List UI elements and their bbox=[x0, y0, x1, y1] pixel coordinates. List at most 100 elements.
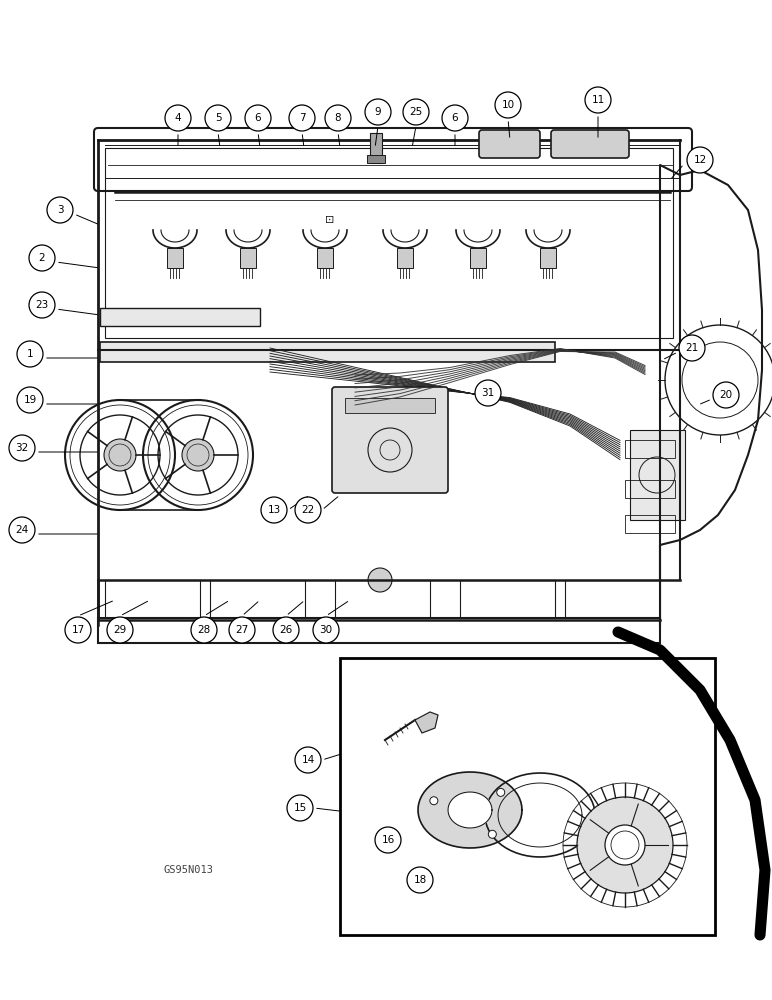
Circle shape bbox=[287, 795, 313, 821]
Circle shape bbox=[104, 439, 136, 471]
Text: 17: 17 bbox=[71, 625, 85, 635]
Text: 6: 6 bbox=[255, 113, 261, 123]
Text: 11: 11 bbox=[591, 95, 604, 105]
Circle shape bbox=[430, 797, 438, 805]
Text: 7: 7 bbox=[299, 113, 305, 123]
Text: 24: 24 bbox=[15, 525, 29, 535]
Circle shape bbox=[495, 92, 521, 118]
Text: 22: 22 bbox=[301, 505, 315, 515]
Circle shape bbox=[29, 245, 55, 271]
Text: 20: 20 bbox=[720, 390, 733, 400]
Text: 18: 18 bbox=[413, 875, 427, 885]
Circle shape bbox=[29, 292, 55, 318]
Circle shape bbox=[289, 105, 315, 131]
Circle shape bbox=[17, 341, 43, 367]
Text: 16: 16 bbox=[381, 835, 394, 845]
Circle shape bbox=[679, 335, 705, 361]
Bar bbox=[100, 308, 260, 326]
Circle shape bbox=[245, 105, 271, 131]
Circle shape bbox=[442, 105, 468, 131]
Circle shape bbox=[9, 517, 35, 543]
Bar bbox=[460, 580, 555, 618]
Bar bbox=[345, 398, 435, 413]
Circle shape bbox=[489, 830, 496, 838]
Bar bbox=[625, 480, 675, 498]
Text: 8: 8 bbox=[335, 113, 341, 123]
Bar bbox=[340, 658, 715, 935]
Polygon shape bbox=[418, 772, 522, 848]
Text: 6: 6 bbox=[452, 113, 459, 123]
Text: 25: 25 bbox=[409, 107, 422, 117]
Bar bbox=[625, 440, 675, 458]
Bar bbox=[335, 580, 430, 618]
Circle shape bbox=[375, 827, 401, 853]
Bar bbox=[210, 580, 305, 618]
Circle shape bbox=[9, 435, 35, 461]
Circle shape bbox=[65, 617, 91, 643]
Bar bbox=[470, 248, 486, 268]
Polygon shape bbox=[415, 712, 438, 733]
FancyBboxPatch shape bbox=[332, 387, 448, 493]
FancyBboxPatch shape bbox=[479, 130, 540, 158]
Text: 15: 15 bbox=[293, 803, 306, 813]
Circle shape bbox=[229, 617, 255, 643]
Bar bbox=[630, 430, 685, 520]
Text: 21: 21 bbox=[686, 343, 699, 353]
Text: 32: 32 bbox=[15, 443, 29, 453]
Circle shape bbox=[403, 99, 429, 125]
FancyBboxPatch shape bbox=[551, 130, 629, 158]
Bar bbox=[540, 248, 556, 268]
Circle shape bbox=[191, 617, 217, 643]
Circle shape bbox=[313, 617, 339, 643]
Bar bbox=[625, 515, 675, 533]
Text: 3: 3 bbox=[56, 205, 63, 215]
Text: 27: 27 bbox=[235, 625, 249, 635]
Circle shape bbox=[325, 105, 351, 131]
Circle shape bbox=[475, 380, 501, 406]
Text: 9: 9 bbox=[374, 107, 381, 117]
Bar bbox=[565, 580, 660, 618]
Circle shape bbox=[17, 387, 43, 413]
Circle shape bbox=[47, 197, 73, 223]
Circle shape bbox=[261, 497, 287, 523]
Bar bbox=[370, 133, 382, 163]
Text: 2: 2 bbox=[39, 253, 46, 263]
Bar bbox=[100, 342, 555, 362]
Text: 30: 30 bbox=[320, 625, 333, 635]
Circle shape bbox=[368, 568, 392, 592]
Text: 1: 1 bbox=[27, 349, 33, 359]
Bar bbox=[397, 248, 413, 268]
Circle shape bbox=[496, 788, 505, 796]
Circle shape bbox=[165, 105, 191, 131]
Polygon shape bbox=[448, 792, 492, 828]
Circle shape bbox=[605, 825, 645, 865]
Bar bbox=[105, 148, 673, 338]
Circle shape bbox=[295, 497, 321, 523]
Text: 23: 23 bbox=[36, 300, 49, 310]
Text: 4: 4 bbox=[174, 113, 181, 123]
Bar bbox=[167, 248, 183, 268]
Circle shape bbox=[713, 382, 739, 408]
Text: 31: 31 bbox=[482, 388, 495, 398]
Circle shape bbox=[107, 617, 133, 643]
Circle shape bbox=[585, 87, 611, 113]
Text: 5: 5 bbox=[215, 113, 222, 123]
Text: 12: 12 bbox=[693, 155, 706, 165]
Bar bbox=[317, 248, 333, 268]
Circle shape bbox=[205, 105, 231, 131]
Bar bbox=[105, 580, 200, 618]
Circle shape bbox=[577, 797, 673, 893]
Circle shape bbox=[365, 99, 391, 125]
Text: ⊡: ⊡ bbox=[325, 215, 335, 225]
Text: 19: 19 bbox=[23, 395, 36, 405]
Bar bbox=[367, 155, 385, 163]
Text: 14: 14 bbox=[301, 755, 315, 765]
Circle shape bbox=[687, 147, 713, 173]
Text: 13: 13 bbox=[267, 505, 281, 515]
Text: 28: 28 bbox=[198, 625, 211, 635]
Circle shape bbox=[273, 617, 299, 643]
Text: 26: 26 bbox=[279, 625, 293, 635]
Text: 29: 29 bbox=[113, 625, 127, 635]
Bar bbox=[240, 248, 256, 268]
Circle shape bbox=[295, 747, 321, 773]
